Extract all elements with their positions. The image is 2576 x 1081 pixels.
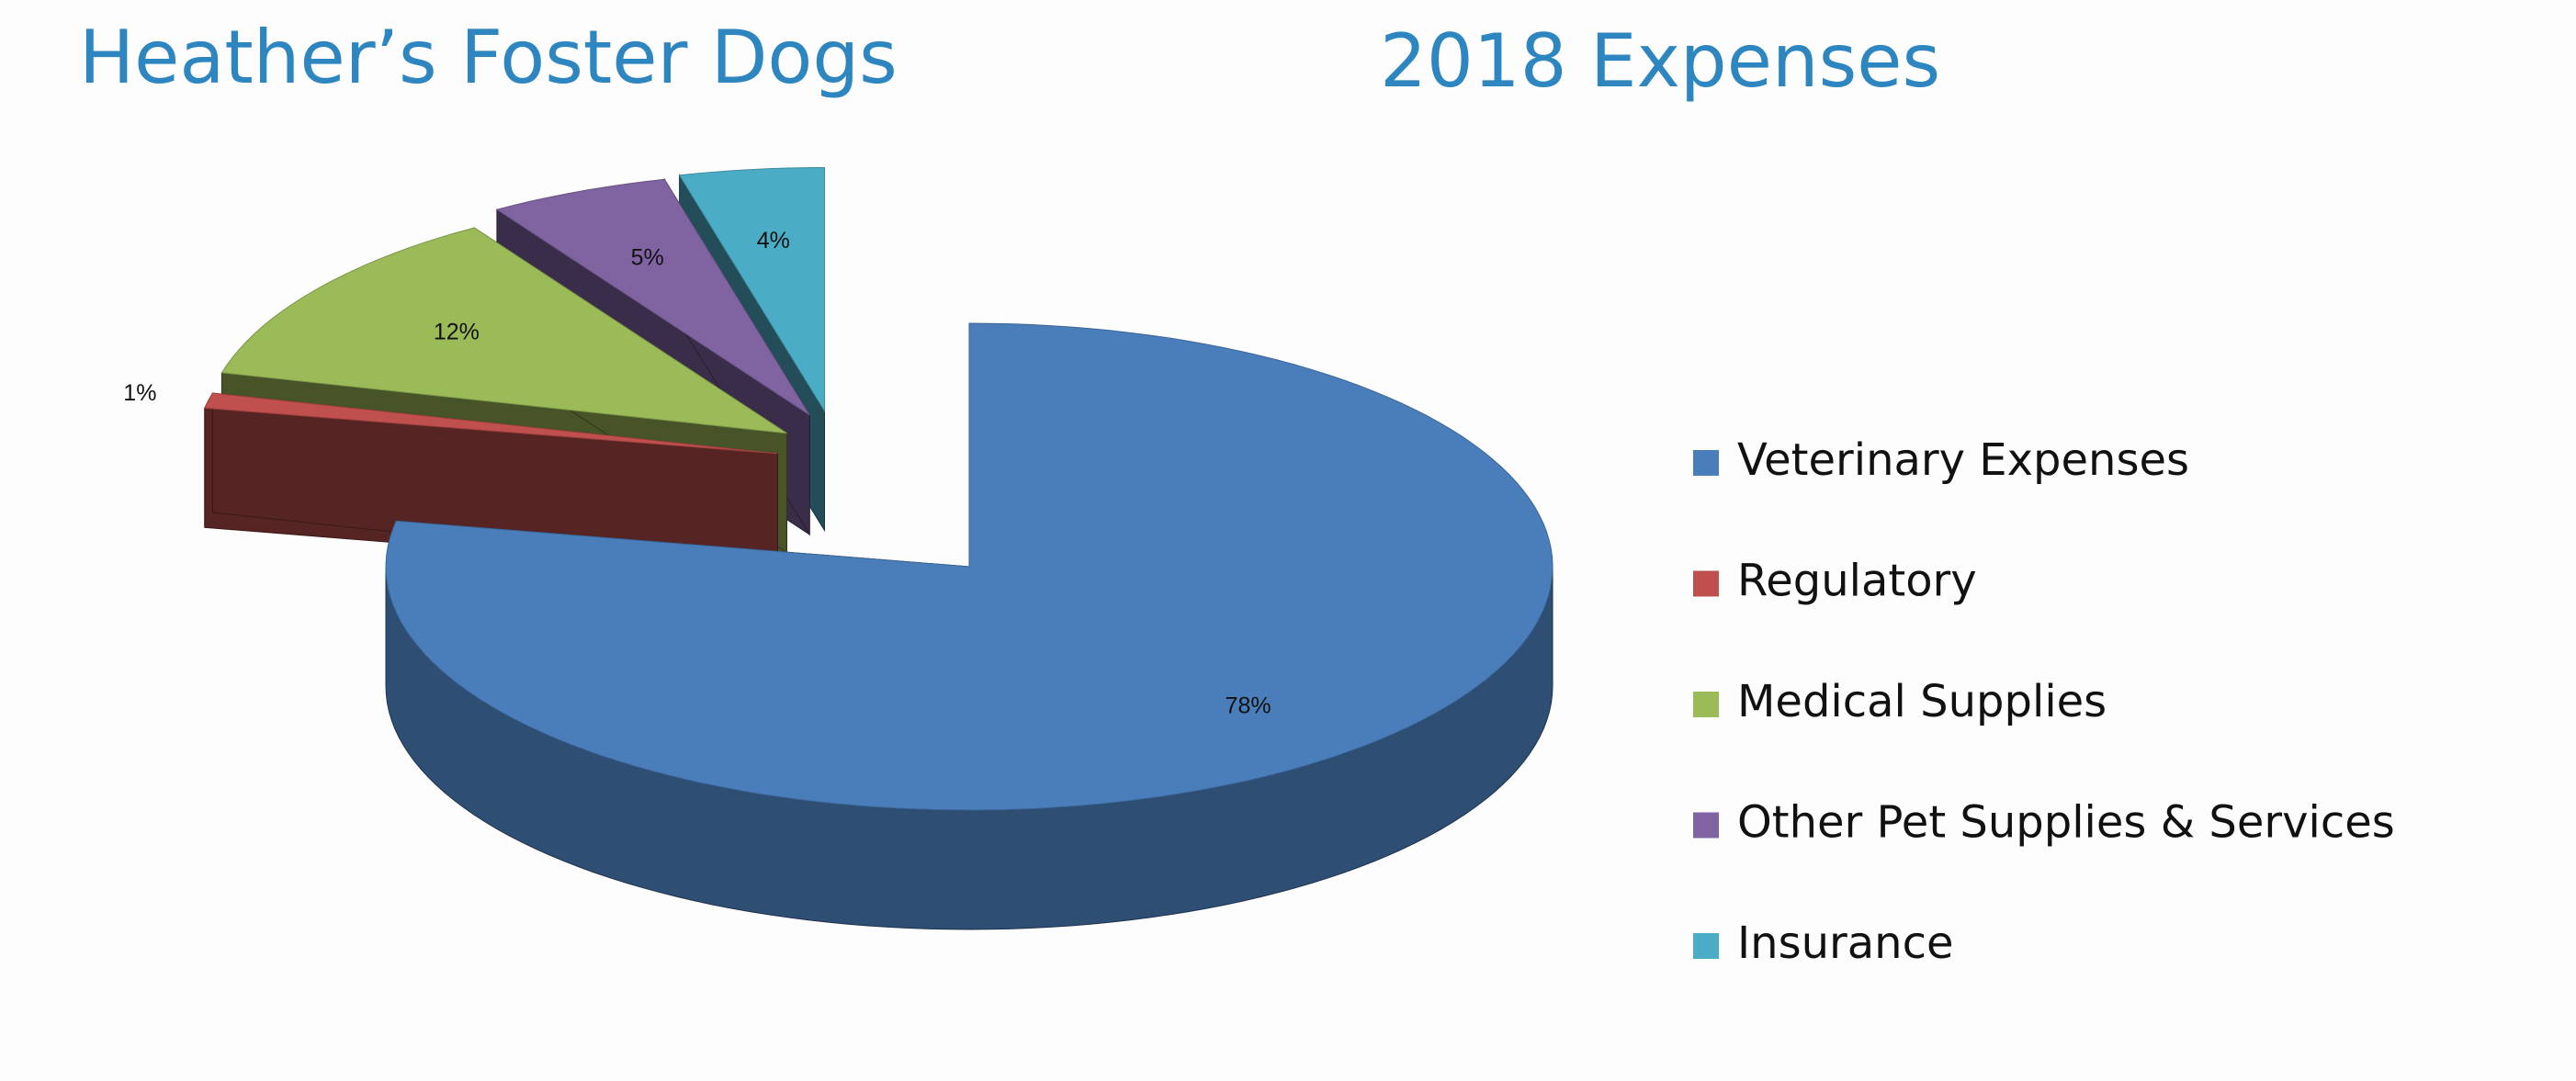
- slice: [678, 166, 825, 413]
- data-label: 12%: [434, 319, 480, 344]
- data-label: 1%: [123, 380, 156, 406]
- slice: [495, 178, 810, 416]
- legend-label: Medical Supplies: [1737, 676, 2107, 727]
- data-label: 78%: [1226, 693, 1271, 719]
- legend-swatch: [1693, 692, 1719, 717]
- legend-label: Insurance: [1737, 918, 1954, 969]
- legend-swatch: [1693, 933, 1719, 959]
- data-label: 5%: [631, 244, 664, 270]
- slice: [385, 322, 1554, 811]
- legend: Veterinary Expenses Regulatory Medical Sup…: [1693, 434, 2395, 969]
- legend-swatch: [1693, 812, 1719, 839]
- data-label: 4%: [757, 228, 790, 253]
- legend-label: Regulatory: [1737, 556, 1977, 607]
- chart-title: Heather’s Foster Dogs: [79, 15, 898, 100]
- legend-label: Other Pet Supplies & Services: [1737, 797, 2395, 849]
- chart-subtitle: 2018 Expenses: [1380, 18, 1940, 104]
- pie: 78% 1% 12% 5% 4%: [123, 166, 1554, 930]
- legend-swatch: [1693, 570, 1719, 597]
- slice: [203, 392, 778, 455]
- slice-group: [203, 392, 778, 574]
- legend-swatch: [1693, 450, 1719, 476]
- slice: [220, 227, 787, 434]
- legend-label: Veterinary Expenses: [1737, 434, 2189, 486]
- slice-group: [385, 322, 1554, 930]
